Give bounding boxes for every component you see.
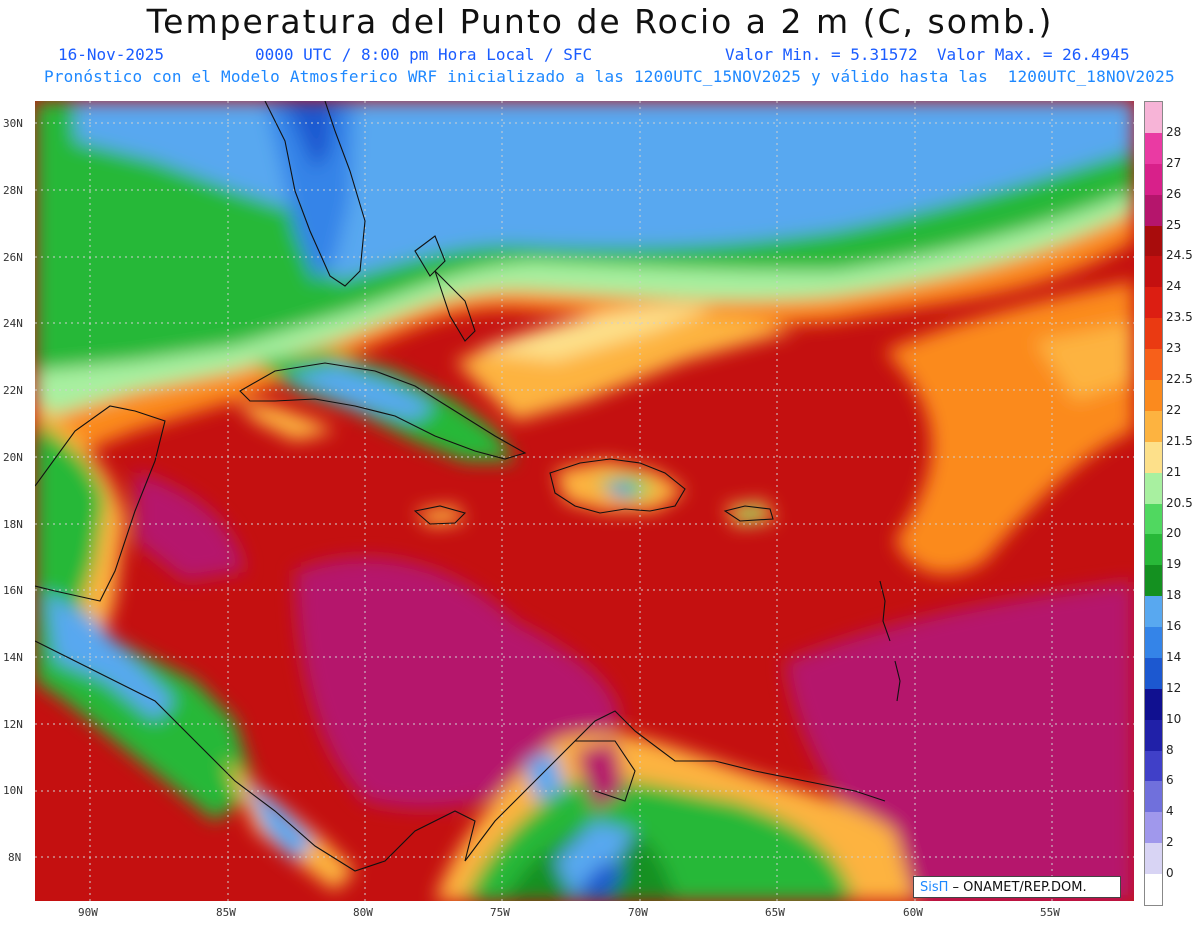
- colorbar: [1144, 101, 1163, 906]
- colorbar-swatch: [1145, 688, 1162, 721]
- colorbar-swatch: [1145, 318, 1162, 350]
- lon-label: 55W: [1040, 906, 1060, 919]
- lat-label: 28N: [3, 184, 23, 197]
- colorbar-label: 24.5: [1166, 248, 1193, 263]
- colorbar-label: 26: [1166, 186, 1182, 201]
- colorbar-label: 2: [1166, 835, 1174, 850]
- colorbar-label: 25: [1166, 217, 1182, 232]
- colorbar-label: 27: [1166, 155, 1182, 170]
- lat-label: 16N: [3, 584, 23, 597]
- colorbar-label: 10: [1166, 711, 1182, 726]
- colorbar-swatch: [1145, 874, 1162, 906]
- lon-label: 85W: [216, 906, 236, 919]
- colorbar-swatch: [1145, 102, 1162, 134]
- colorbar-swatch: [1145, 565, 1162, 597]
- colorbar-label: 21.5: [1166, 433, 1193, 448]
- forecast-date: 16-Nov-2025: [58, 45, 164, 64]
- colorbar-label: 4: [1166, 804, 1174, 819]
- colorbar-label: 23: [1166, 341, 1182, 356]
- lat-label: 18N: [3, 518, 23, 531]
- colorbar-swatch: [1145, 812, 1162, 844]
- colorbar-swatch: [1145, 132, 1162, 165]
- dewpoint-field: [35, 101, 1134, 901]
- colorbar-label: 8: [1166, 742, 1174, 757]
- colorbar-label: 14: [1166, 649, 1182, 664]
- colorbar-swatch: [1145, 256, 1162, 288]
- grid-lines: [35, 101, 1134, 901]
- colorbar-label: 19: [1166, 557, 1182, 572]
- colorbar-swatch: [1145, 627, 1162, 659]
- colorbar-swatch: [1145, 750, 1162, 782]
- lon-label: 75W: [490, 906, 510, 919]
- lat-label: 24N: [3, 317, 23, 330]
- colorbar-label: 24: [1166, 279, 1182, 294]
- colorbar-swatch: [1145, 441, 1162, 474]
- colorbar-swatch: [1145, 596, 1162, 628]
- lon-label: 65W: [765, 906, 785, 919]
- colorbar-label: 20.5: [1166, 495, 1193, 510]
- lat-label: 14N: [3, 651, 23, 664]
- colorbar-label: 22: [1166, 402, 1182, 417]
- colorbar-label: 12: [1166, 680, 1182, 695]
- map-title: Temperatura del Punto de Rocio a 2 m (C,…: [146, 2, 1054, 41]
- colorbar-label: 20: [1166, 526, 1182, 541]
- credit-box: SisΠ – ONAMET/REP.DOM.: [913, 876, 1121, 898]
- colorbar-swatch: [1145, 843, 1162, 875]
- colorbar-label: 22.5: [1166, 371, 1193, 386]
- colorbar-swatch: [1145, 225, 1162, 257]
- colorbar-swatch: [1145, 287, 1162, 319]
- colorbar-label: 0: [1166, 866, 1174, 881]
- coastlines: [35, 101, 901, 872]
- lat-label: 12N: [3, 718, 23, 731]
- lon-label: 60W: [903, 906, 923, 919]
- colorbar-swatch: [1145, 379, 1162, 412]
- lat-label: 22N: [3, 384, 23, 397]
- colorbar-swatch: [1145, 472, 1162, 504]
- colorbar-swatch: [1145, 719, 1162, 752]
- colorbar-swatch: [1145, 410, 1162, 443]
- colorbar-label: 28: [1166, 124, 1182, 139]
- colorbar-swatch: [1145, 503, 1162, 535]
- lat-label: 10N: [3, 784, 23, 797]
- lat-label: 26N: [3, 251, 23, 264]
- lon-label: 70W: [628, 906, 648, 919]
- colorbar-label: 23.5: [1166, 310, 1193, 325]
- sis-logo: SisΠ: [920, 880, 949, 895]
- credit-text: – ONAMET/REP.DOM.: [948, 880, 1087, 895]
- colorbar-swatch: [1145, 349, 1162, 381]
- lat-label: 20N: [3, 451, 23, 464]
- colorbar-swatch: [1145, 163, 1162, 196]
- min-max-values: Valor Min. = 5.31572 Valor Max. = 26.494…: [725, 45, 1130, 64]
- lat-label: 30N: [3, 117, 23, 130]
- time-info: 0000 UTC / 8:00 pm Hora Local / SFC: [255, 45, 593, 64]
- colorbar-label: 6: [1166, 773, 1174, 788]
- colorbar-label: 16: [1166, 619, 1182, 634]
- lat-label: 8N: [8, 851, 22, 864]
- colorbar-swatch: [1145, 781, 1162, 813]
- lon-label: 90W: [78, 906, 98, 919]
- colorbar-swatch: [1145, 194, 1162, 227]
- dew-point-map: [35, 101, 1134, 901]
- colorbar-swatch: [1145, 657, 1162, 690]
- colorbar-label: 18: [1166, 588, 1182, 603]
- colorbar-swatch: [1145, 534, 1162, 566]
- forecast-model-info: Pronóstico con el Modelo Atmosferico WRF…: [44, 67, 1175, 86]
- colorbar-label: 21: [1166, 464, 1182, 479]
- lon-label: 80W: [353, 906, 373, 919]
